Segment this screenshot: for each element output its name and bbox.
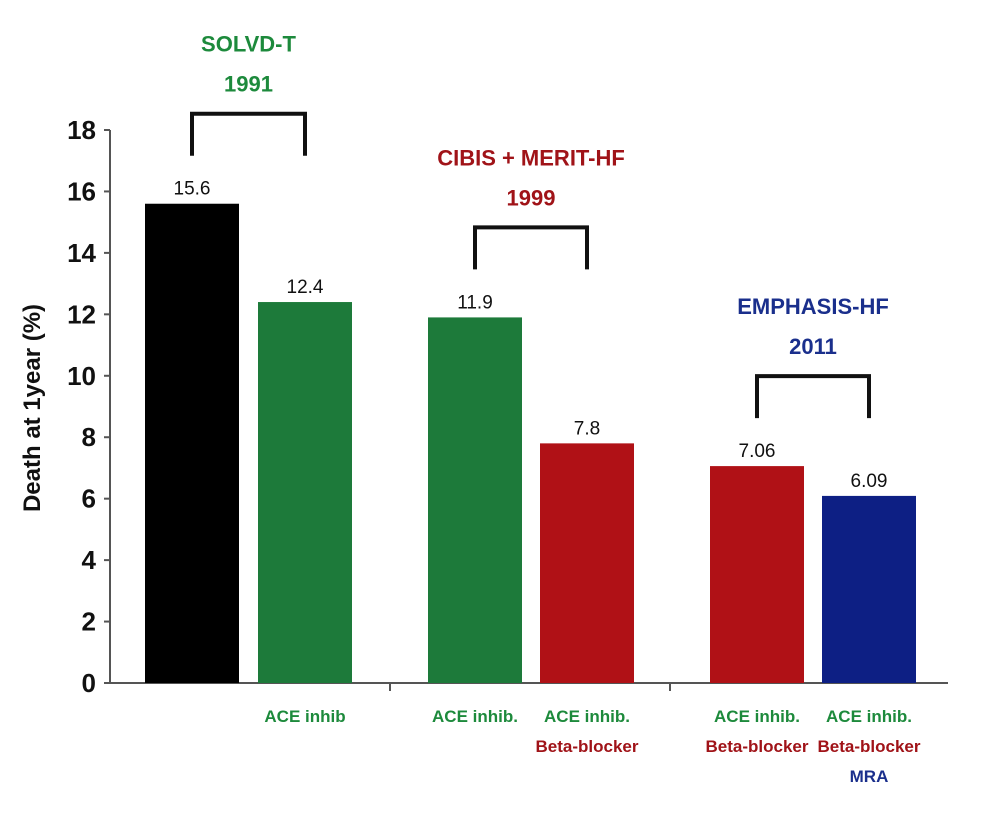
group-bracket <box>755 374 871 419</box>
y-tick-label: 10 <box>67 361 96 391</box>
axes: 0 2 4 6 8 10 12 14 16 18 <box>67 115 948 698</box>
category-label: ACE inhib <box>264 707 345 726</box>
bar-value-label: 6.09 <box>851 471 888 492</box>
bar <box>822 495 916 683</box>
y-tick-label: 6 <box>82 484 96 514</box>
group-bracket <box>190 111 307 156</box>
group-year: 1991 <box>224 72 273 97</box>
y-axis-title: Death at 1year (%) <box>19 304 46 512</box>
bars <box>145 203 916 683</box>
bar <box>428 317 522 683</box>
category-label: Beta-blocker <box>706 737 809 756</box>
group-year: 2011 <box>789 334 837 359</box>
bar-value-label: 12.4 <box>287 277 324 298</box>
y-tick-label: 4 <box>82 545 97 575</box>
y-tick-label: 16 <box>67 176 96 206</box>
bar <box>710 466 804 683</box>
y-tick-label: 8 <box>82 422 96 452</box>
bar-value-label: 7.8 <box>574 418 600 439</box>
category-label: ACE inhib. <box>544 707 630 726</box>
y-tick-label: 0 <box>82 668 96 698</box>
bar-value-label: 11.9 <box>457 292 493 313</box>
category-label: MRA <box>850 767 889 786</box>
group-bracket <box>473 225 589 270</box>
group-title: SOLVD-T <box>201 32 296 57</box>
y-tick-label: 18 <box>67 115 96 145</box>
bar <box>540 443 634 683</box>
bar-value-label: 7.06 <box>739 441 776 462</box>
group-year: 1999 <box>507 185 556 210</box>
category-label: ACE inhib. <box>826 707 912 726</box>
group-title: CIBIS + MERIT-HF <box>437 145 625 170</box>
category-label: Beta-blocker <box>536 737 639 756</box>
labels: 15.6 12.4 ACE inhib 11.9 ACE inhib. 7.8 ACE in… <box>174 32 921 786</box>
category-label: ACE inhib. <box>714 707 800 726</box>
bar-value-label: 15.6 <box>174 179 211 200</box>
group-title: EMPHASIS-HF <box>737 294 889 319</box>
y-tick-label: 2 <box>82 607 96 637</box>
category-label: Beta-blocker <box>818 737 921 756</box>
bar <box>145 203 239 683</box>
bar <box>258 302 352 683</box>
y-tick-label: 12 <box>67 299 96 329</box>
y-tick-label: 14 <box>67 238 96 268</box>
category-label: ACE inhib. <box>432 707 518 726</box>
